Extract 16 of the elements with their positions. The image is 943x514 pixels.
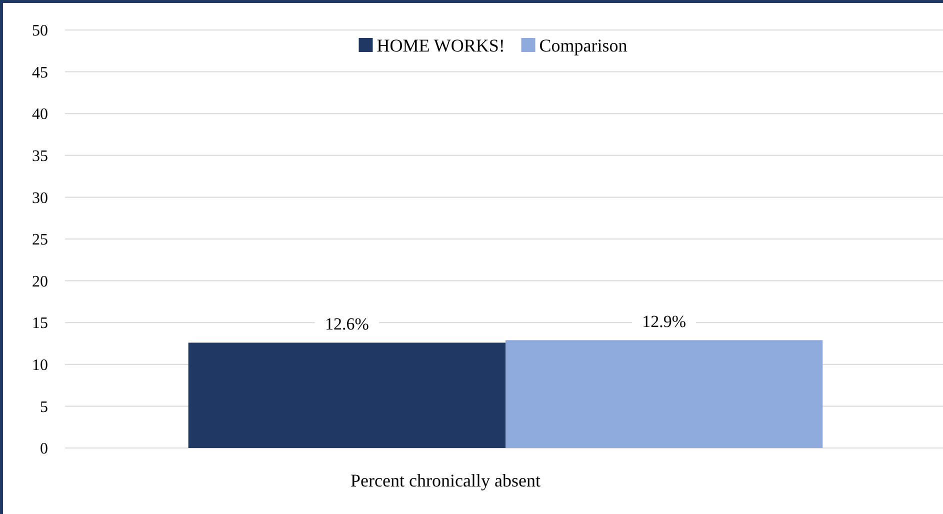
- y-tick-label: 10: [32, 357, 48, 374]
- y-tick-label: 45: [32, 64, 48, 82]
- y-tick-label: 5: [40, 398, 48, 416]
- y-tick-label: 20: [32, 273, 48, 290]
- y-tick-label: 15: [32, 315, 48, 332]
- y-tick-label: 0: [40, 440, 48, 458]
- legend-label: Comparison: [539, 35, 628, 56]
- x-tick-label: Percent chronically absent: [350, 470, 540, 490]
- y-tick-label: 50: [32, 22, 48, 40]
- legend-label: HOME WORKS!: [376, 35, 505, 56]
- y-tick-label: 25: [32, 232, 48, 249]
- y-tick-label: 40: [32, 106, 48, 124]
- y-tick-label: 35: [32, 148, 48, 165]
- data-label: 12.9%: [642, 312, 686, 332]
- data-label: 12.6%: [324, 314, 369, 334]
- y-tick-label: 30: [32, 190, 48, 207]
